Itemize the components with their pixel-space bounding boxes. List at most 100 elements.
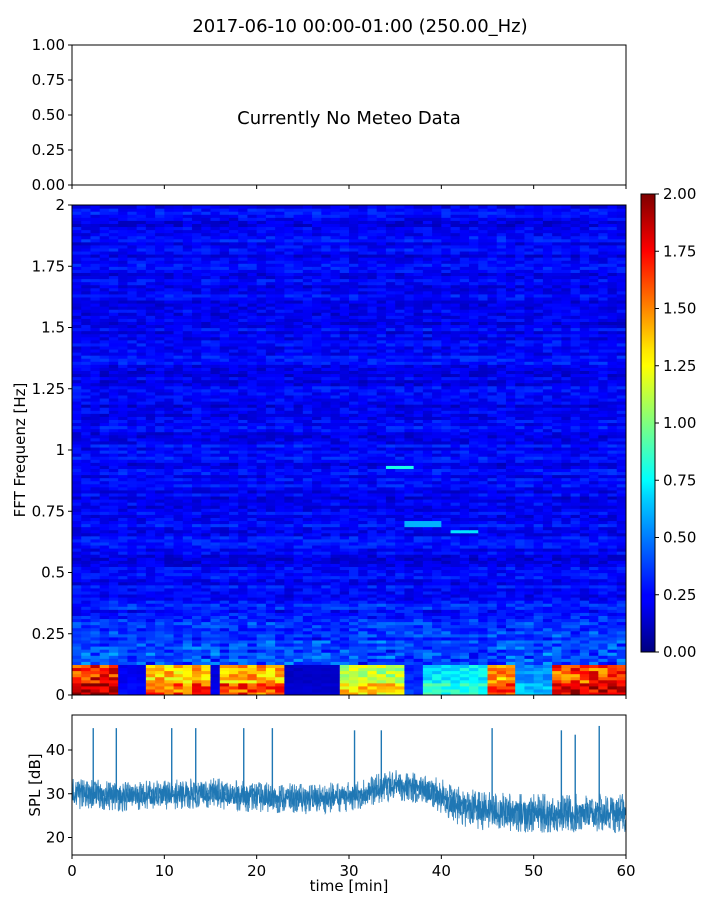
heatmap-cell bbox=[164, 639, 175, 644]
heatmap-cell bbox=[395, 649, 405, 653]
heatmap-cell bbox=[349, 502, 359, 506]
heatmap-cell bbox=[265, 575, 276, 580]
heatmap-cell bbox=[358, 514, 369, 518]
heatmap-cell bbox=[118, 569, 128, 574]
heatmap-cell bbox=[385, 541, 396, 546]
heatmap-cell bbox=[99, 514, 110, 518]
heatmap-cell bbox=[542, 682, 553, 687]
heatmap-cell bbox=[238, 578, 249, 583]
heatmap-cell bbox=[219, 649, 230, 653]
heatmap-cell bbox=[302, 453, 313, 457]
heatmap-cell bbox=[422, 682, 433, 687]
heatmap-cell bbox=[404, 566, 415, 571]
heatmap-cell bbox=[487, 511, 498, 515]
heatmap-cell bbox=[201, 652, 212, 656]
heatmap-cell bbox=[385, 554, 396, 558]
heatmap-cell bbox=[450, 532, 461, 537]
heatmap-cell bbox=[358, 624, 369, 629]
heatmap-cell bbox=[81, 612, 92, 616]
heatmap-cell bbox=[118, 529, 128, 534]
heatmap-cell bbox=[441, 612, 452, 616]
heatmap-cell bbox=[302, 492, 313, 497]
heatmap-cell bbox=[459, 465, 470, 469]
heatmap-cell bbox=[164, 649, 175, 653]
heatmap-cell bbox=[432, 566, 442, 571]
heatmap-cell bbox=[228, 538, 239, 543]
heatmap-cell bbox=[265, 511, 276, 515]
heatmap-cell bbox=[552, 566, 562, 571]
heatmap-cell bbox=[385, 557, 396, 561]
heatmap-cell bbox=[127, 483, 138, 488]
heatmap-cell bbox=[533, 462, 544, 466]
heatmap-cell bbox=[247, 615, 258, 620]
heatmap-cell bbox=[367, 446, 378, 451]
heatmap-cell bbox=[487, 597, 498, 601]
heatmap-cell bbox=[422, 505, 433, 509]
heatmap-cell bbox=[413, 474, 424, 479]
heatmap-cell bbox=[321, 541, 332, 546]
heatmap-cell bbox=[533, 459, 544, 463]
heatmap-cell bbox=[533, 526, 544, 531]
heatmap-cell bbox=[616, 587, 626, 592]
heatmap-cell bbox=[339, 480, 350, 485]
heatmap-cell bbox=[164, 584, 175, 589]
heatmap-cell bbox=[192, 593, 202, 598]
heatmap-cell bbox=[339, 633, 350, 638]
heatmap-cell bbox=[413, 642, 424, 647]
heatmap-cell bbox=[376, 520, 387, 525]
heatmap-cell bbox=[192, 688, 202, 693]
heatmap-cell bbox=[228, 499, 239, 503]
heatmap-cell bbox=[293, 688, 304, 693]
heatmap-cell bbox=[616, 554, 626, 558]
heatmap-cell bbox=[349, 480, 359, 485]
heatmap-cell bbox=[330, 670, 341, 675]
heatmap-cell bbox=[422, 492, 433, 497]
heatmap-cell bbox=[210, 465, 221, 469]
heatmap-cell bbox=[395, 560, 405, 564]
heatmap-cell bbox=[450, 443, 461, 448]
heatmap-cell bbox=[376, 661, 387, 665]
heatmap-cell bbox=[533, 688, 544, 693]
heatmap-cell bbox=[302, 517, 313, 522]
heatmap-cell bbox=[293, 554, 304, 558]
heatmap-cell bbox=[81, 517, 92, 522]
heatmap-cell bbox=[81, 658, 92, 662]
heatmap-cell bbox=[275, 529, 285, 534]
heatmap-cell bbox=[108, 440, 119, 445]
heatmap-cell bbox=[432, 655, 442, 659]
heatmap-cell bbox=[293, 541, 304, 546]
heatmap-cell bbox=[616, 456, 626, 460]
heatmap-cell bbox=[570, 682, 581, 687]
heatmap-cell bbox=[616, 593, 626, 598]
heatmap-cell bbox=[312, 639, 322, 644]
heatmap-cell bbox=[579, 477, 590, 482]
heatmap-cell bbox=[413, 471, 424, 476]
heatmap-cell bbox=[90, 505, 101, 509]
heatmap-cell bbox=[469, 560, 479, 564]
heatmap-cell bbox=[145, 554, 156, 558]
heatmap-cell bbox=[118, 468, 128, 473]
heatmap-cell bbox=[293, 593, 304, 598]
heatmap-cell bbox=[432, 664, 442, 669]
heatmap-cell bbox=[561, 538, 572, 543]
heatmap-cell bbox=[524, 624, 535, 629]
heatmap-cell bbox=[524, 584, 535, 589]
heatmap-cell bbox=[404, 523, 415, 528]
heatmap-cell bbox=[561, 450, 572, 454]
heatmap-cell bbox=[422, 471, 433, 476]
heatmap-cell bbox=[265, 661, 276, 665]
heatmap-cell bbox=[561, 676, 572, 681]
heatmap-cell bbox=[192, 514, 202, 518]
heatmap-cell bbox=[385, 661, 396, 665]
heatmap-cell bbox=[570, 603, 581, 607]
heatmap-cell bbox=[505, 627, 516, 632]
heatmap-cell bbox=[321, 459, 332, 463]
heatmap-cell bbox=[99, 639, 110, 644]
heatmap-cell bbox=[330, 597, 341, 601]
heatmap-cell bbox=[330, 523, 341, 528]
heatmap-cell bbox=[349, 624, 359, 629]
heatmap-cell bbox=[81, 652, 92, 656]
heatmap-cell bbox=[561, 612, 572, 616]
heatmap-cell bbox=[72, 440, 82, 445]
heatmap-cell bbox=[413, 649, 424, 653]
